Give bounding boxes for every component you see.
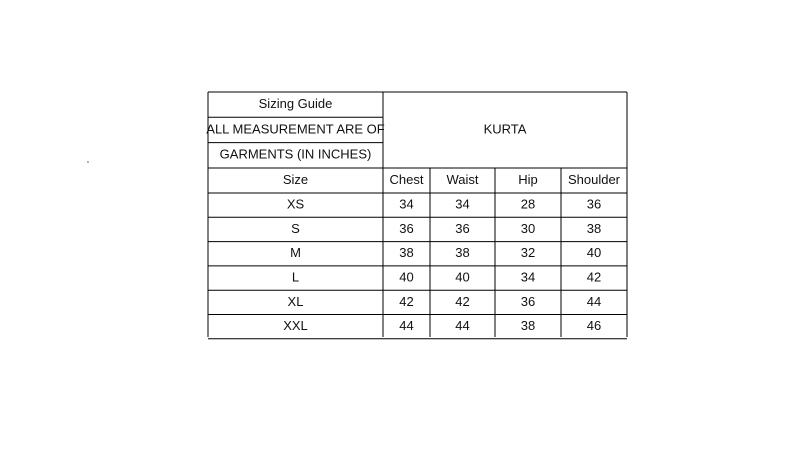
product-name: KURTA <box>484 121 527 136</box>
column-header: Shoulder <box>568 172 621 187</box>
measurement: 42 <box>587 269 601 284</box>
size-label: XXL <box>283 318 308 333</box>
measurement: 30 <box>521 221 535 236</box>
size-label: L <box>292 269 299 284</box>
measurement: 40 <box>399 269 413 284</box>
column-header: Waist <box>446 172 478 187</box>
size-label: XL <box>288 294 304 309</box>
column-header: Chest <box>390 172 424 187</box>
measurement: 40 <box>455 269 469 284</box>
measurement: 28 <box>521 197 535 212</box>
size-label: S <box>291 221 300 236</box>
size-label: XS <box>287 197 305 212</box>
measurement: 42 <box>455 294 469 309</box>
column-header: Hip <box>518 172 538 187</box>
measurement: 40 <box>587 245 601 260</box>
measurement: 46 <box>587 318 601 333</box>
column-header: Size <box>283 172 308 187</box>
size-label: M <box>290 245 301 260</box>
measurement: 44 <box>399 318 413 333</box>
measurement: 32 <box>521 245 535 260</box>
measurement: 36 <box>455 221 469 236</box>
measurement: 36 <box>399 221 413 236</box>
measurement: 36 <box>521 294 535 309</box>
measurement: 34 <box>399 197 413 212</box>
measurement: 38 <box>521 318 535 333</box>
table-note: GARMENTS (IN INCHES) <box>220 147 372 162</box>
measurement: 44 <box>455 318 469 333</box>
table-note: ALL MEASUREMENT ARE OF <box>206 121 384 136</box>
measurement: 36 <box>587 197 601 212</box>
measurement: 42 <box>399 294 413 309</box>
measurement: 38 <box>455 245 469 260</box>
measurement: 38 <box>587 221 601 236</box>
measurement: 38 <box>399 245 413 260</box>
measurement: 34 <box>521 269 535 284</box>
measurement: 34 <box>455 197 469 212</box>
measurement: 44 <box>587 294 601 309</box>
speck <box>87 161 89 163</box>
table-title: Sizing Guide <box>259 96 333 111</box>
